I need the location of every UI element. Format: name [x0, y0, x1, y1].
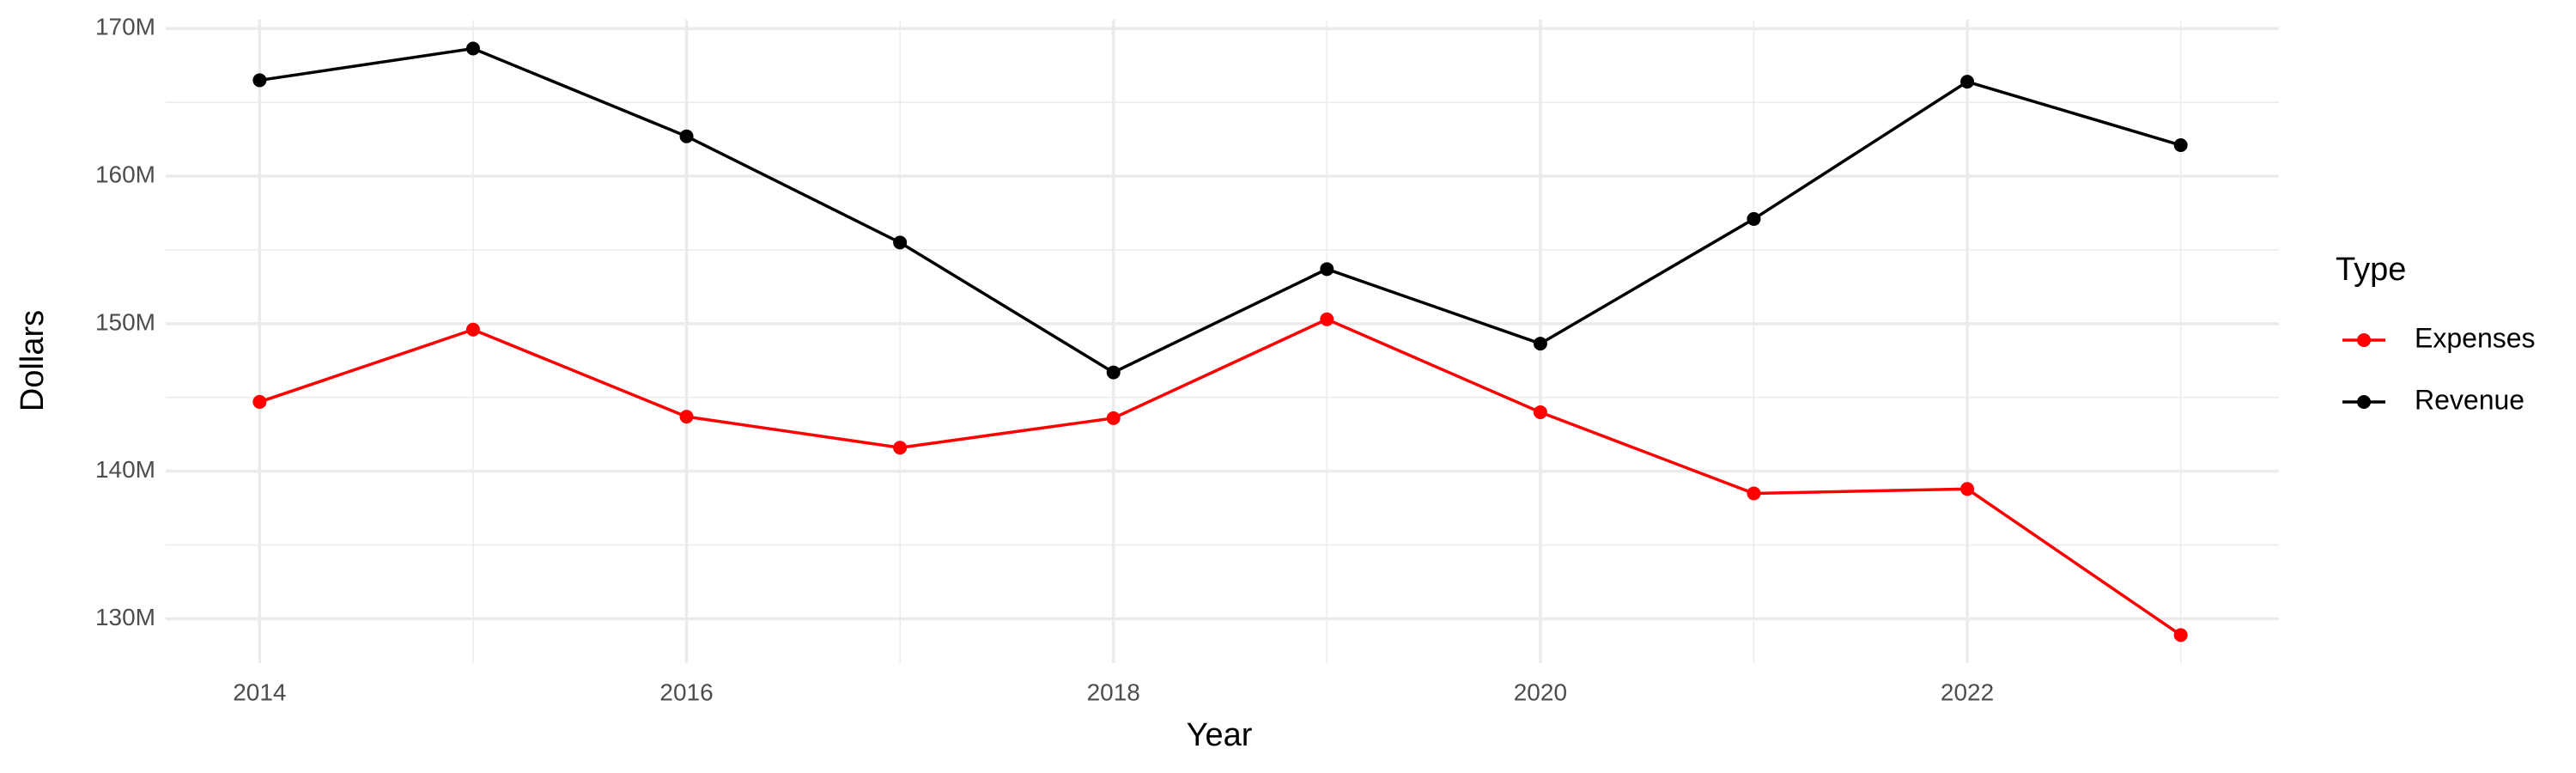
point [1960, 75, 1975, 89]
y-tick-label: 150M [95, 308, 155, 335]
point [893, 235, 908, 250]
point [252, 73, 267, 88]
x-tick-label: 2020 [1514, 679, 1567, 705]
point [252, 394, 267, 409]
point [893, 441, 908, 455]
legend-point [2357, 333, 2371, 347]
point [1747, 486, 1761, 501]
x-tick-label: 2014 [233, 679, 286, 705]
point [1960, 482, 1975, 496]
legend-title: Type [2336, 252, 2406, 288]
point [679, 129, 694, 143]
point [465, 41, 480, 56]
point [1320, 312, 1334, 326]
point [2173, 138, 2188, 153]
x-tick-label: 2016 [659, 679, 713, 705]
point [1106, 365, 1121, 380]
point [679, 410, 694, 424]
point [1106, 411, 1121, 425]
x-axis-title: Year [1187, 717, 1253, 753]
y-tick-label: 130M [95, 604, 155, 630]
x-tick-label: 2022 [1941, 679, 1994, 705]
point [1533, 337, 1547, 351]
point [465, 322, 480, 337]
y-tick-label: 160M [95, 161, 155, 187]
y-tick-label: 170M [95, 14, 155, 40]
line [258, 317, 2182, 636]
legend-label: Revenue [2415, 384, 2524, 415]
point [2173, 628, 2188, 642]
legend-label: Expenses [2415, 322, 2536, 353]
point [1533, 405, 1547, 419]
y-tick-label: 140M [95, 456, 155, 483]
x-tick-label: 2018 [1087, 679, 1140, 705]
legend-point [2357, 395, 2371, 409]
y-axis-title: Dollars [15, 310, 51, 411]
point [1747, 211, 1761, 226]
line [259, 46, 2182, 374]
point [1320, 262, 1334, 277]
